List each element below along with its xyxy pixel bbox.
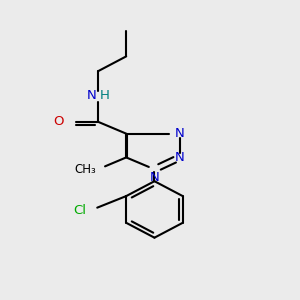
Text: H: H <box>100 88 109 101</box>
Text: N: N <box>175 127 184 140</box>
Text: N: N <box>150 171 159 184</box>
Text: N: N <box>87 88 97 101</box>
Text: N: N <box>175 151 184 164</box>
Text: Cl: Cl <box>73 204 86 218</box>
Text: O: O <box>53 115 64 128</box>
Text: CH₃: CH₃ <box>75 163 97 176</box>
